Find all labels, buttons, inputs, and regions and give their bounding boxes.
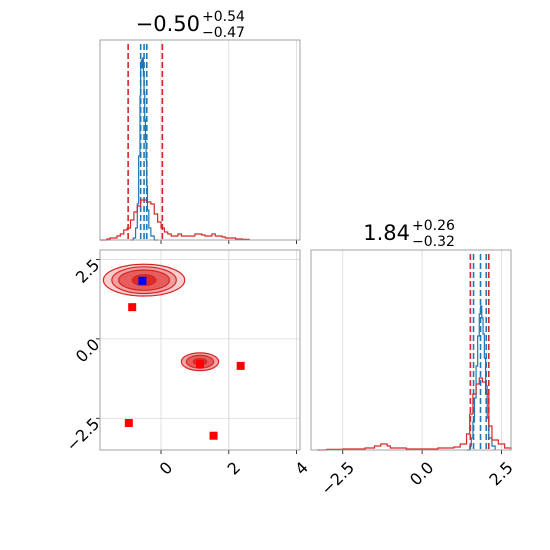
x-tick-label: 2 <box>223 458 244 479</box>
title-minus: −0.47 <box>202 25 245 41</box>
title-plus: +0.26 <box>412 218 455 234</box>
grid <box>100 250 300 450</box>
joint-panel: 0 2 4 −2.5 0.0 2.5 <box>62 249 312 479</box>
red-marker <box>236 361 245 370</box>
histogram-series <box>317 305 512 451</box>
marginal-x-panel: −0.50 +0.54 −0.47 <box>99 9 301 244</box>
histogram-line <box>130 57 158 241</box>
red-marker <box>124 419 133 428</box>
x-tick-label: 0.0 <box>406 458 437 489</box>
title-plus: +0.54 <box>202 9 245 25</box>
title-value: −0.50 <box>136 12 200 36</box>
histogram-series <box>100 57 250 241</box>
red-marker <box>128 303 137 312</box>
grid <box>342 250 502 450</box>
title-minus: −0.32 <box>412 234 455 250</box>
histogram-line <box>317 377 512 451</box>
x-tick-label: 0 <box>156 458 177 479</box>
y-tick-label: 0.0 <box>72 335 103 366</box>
marginal-y-panel: −2.5 0.0 2.5 1.84 +0.26 −0.32 <box>310 218 517 499</box>
axes-frame <box>99 249 301 451</box>
quantile-lines <box>469 254 490 450</box>
x-tick-label: 2.5 <box>485 458 516 489</box>
x-tick-label: 4 <box>291 458 312 479</box>
y-tick-label: −2.5 <box>62 414 103 455</box>
histogram-line <box>100 199 250 241</box>
x-tick-label: −2.5 <box>317 458 358 499</box>
blue-marker <box>138 276 147 285</box>
grid <box>160 40 298 240</box>
axes-frame <box>310 249 512 451</box>
axes-frame <box>99 39 301 241</box>
red-marker <box>209 431 218 440</box>
red-marker <box>196 360 204 369</box>
title-value: 1.84 <box>363 221 410 245</box>
y-tick-label: 2.5 <box>72 255 103 286</box>
markers <box>124 276 245 440</box>
ticks <box>160 240 298 244</box>
ticks: −2.5 0.0 2.5 <box>317 450 517 499</box>
